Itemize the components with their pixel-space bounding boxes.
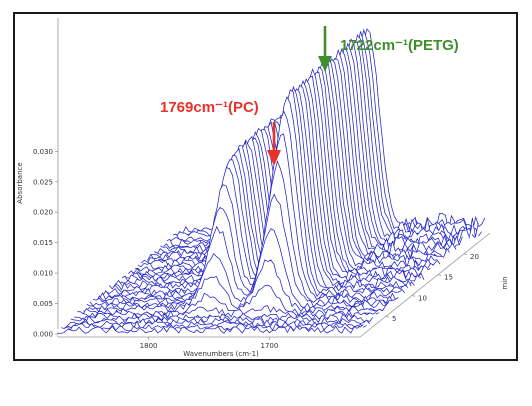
spectrum-line: [96, 133, 399, 304]
pc-peak-annotation: 1769cm⁻¹(PC): [160, 99, 281, 166]
spectrum-line: [61, 322, 364, 332]
spectra-series: [57, 28, 486, 336]
y-axis-label: Absorbance: [16, 162, 24, 203]
y-tick-label: 0.000: [33, 331, 53, 339]
y-tick-label: 0.010: [33, 270, 53, 278]
spectrum-line: [83, 259, 386, 314]
z-tick-mark: [463, 253, 468, 256]
spectrum-fill: [86, 228, 389, 313]
x-tick-label: 1700: [260, 342, 278, 350]
z-tick-mark: [385, 315, 390, 318]
z-tick-label: 5: [392, 315, 396, 323]
petg-peak-annotation: 1722cm⁻¹(PETG): [318, 26, 459, 72]
z-axis-line: [359, 232, 491, 338]
pc-peak-arrow-head: [267, 150, 281, 166]
axes: [57, 18, 491, 338]
z-tick-mark: [437, 274, 442, 276]
z-tick-mark: [411, 295, 416, 297]
spectrum-line: [93, 160, 396, 306]
y-ticks: 0.000 0.005 0.010 0.015 0.020 0.025 0.030: [33, 148, 58, 339]
x-ticks: 1800 1700: [140, 337, 278, 350]
spectrum-line: [77, 305, 380, 319]
z-ticks: 5 10 15 20: [385, 253, 479, 323]
petg-peak-label: 1722cm⁻¹(PETG): [340, 37, 459, 54]
x-tick-label: 1800: [140, 342, 158, 350]
y-tick-label: 0.005: [33, 300, 53, 308]
y-tick-label: 0.020: [33, 209, 53, 217]
spectrum-fill: [170, 42, 472, 247]
peak-annotations: 1769cm⁻¹(PC) 1722cm⁻¹(PETG): [160, 26, 459, 166]
z-tick-label: 10: [418, 294, 427, 302]
spectrum-line: [102, 95, 406, 299]
y-tick-label: 0.015: [33, 239, 53, 247]
z-axis-label: min: [501, 276, 509, 289]
spectrum-line: [57, 325, 361, 334]
z-tick-label: 15: [444, 274, 453, 282]
z-tick-label: 20: [470, 253, 479, 261]
x-axis-label: Wavenumbers (cm-1): [183, 350, 259, 358]
y-tick-label: 0.030: [33, 148, 53, 156]
spectrum-fill: [58, 326, 360, 336]
petg-peak-arrow-head: [318, 56, 332, 72]
y-tick-label: 0.025: [33, 178, 53, 186]
pc-peak-label: 1769cm⁻¹(PC): [160, 99, 259, 116]
